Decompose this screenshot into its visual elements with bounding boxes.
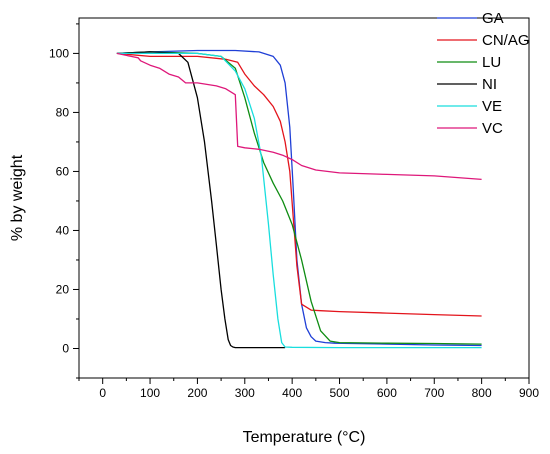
series-line-ga: [116, 49, 482, 347]
legend: GA CN/AG LU NI VE VC: [437, 10, 530, 137]
legend-label-ni: NI: [482, 76, 497, 93]
legend-label-ga: GA: [482, 10, 504, 27]
legend-label-ve: VE: [482, 98, 502, 115]
x-tick-label: 100: [140, 386, 160, 400]
series-line-ve: [116, 52, 482, 349]
x-tick-label: 0: [99, 386, 106, 400]
series-line-cn-ag: [116, 52, 482, 317]
plot-frame: [78, 17, 530, 379]
x-tick-label: 700: [424, 386, 444, 400]
legend-label-lu: LU: [482, 54, 501, 71]
x-tick-label: 300: [235, 386, 255, 400]
series-line-vc: [116, 52, 482, 181]
series-line-lu: [116, 51, 482, 345]
x-tick-label: 200: [187, 386, 207, 400]
x-tick-label: 600: [377, 386, 397, 400]
x-tick-label: 400: [282, 386, 302, 400]
y-tick-label: 40: [56, 223, 70, 237]
legend-label-vc: VC: [482, 120, 503, 137]
y-tick-label: 60: [56, 164, 70, 178]
x-axis-title: Temperature (°C): [243, 429, 366, 446]
y-tick-label: 80: [56, 105, 70, 119]
series-layer: [116, 49, 482, 349]
ticks-layer: 0 100 200 300 400 500 600 700 800 900 0 20 40 60 80 100: [49, 23, 539, 400]
x-tick-label: 900: [519, 386, 539, 400]
x-tick-label: 500: [330, 386, 350, 400]
legend-label-cn-ag: CN/AG: [482, 32, 530, 49]
x-tick-label: 800: [472, 386, 492, 400]
y-tick-label: 20: [56, 282, 70, 296]
y-axis-title: % by weight: [9, 154, 26, 241]
y-tick-label: 100: [49, 46, 69, 60]
series-line-ni: [116, 51, 286, 349]
y-tick-label: 0: [62, 341, 69, 355]
